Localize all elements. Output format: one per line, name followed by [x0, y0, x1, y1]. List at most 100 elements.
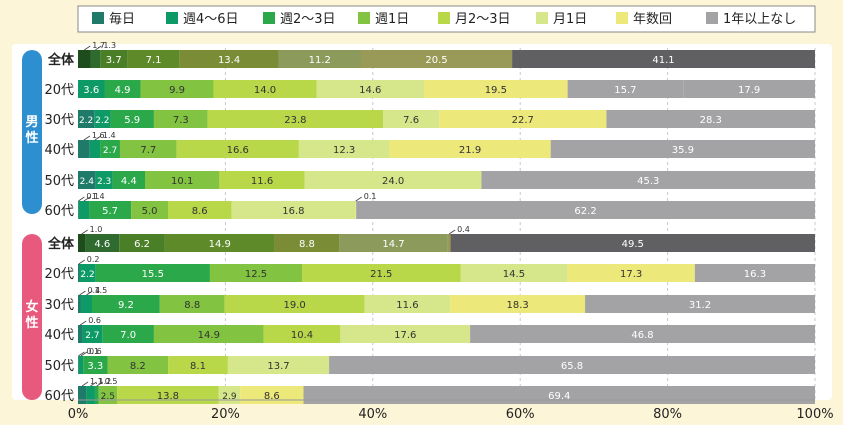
data-label: 1.6 — [92, 131, 105, 140]
row-label: 全体 — [47, 236, 75, 252]
bar-segment — [361, 50, 513, 68]
legend-swatch — [263, 12, 275, 24]
data-label: 0.1 — [364, 192, 377, 201]
data-label: 0.4 — [457, 225, 470, 234]
data-label: 8.6 — [192, 206, 208, 217]
legend-label: 週2～3日 — [280, 12, 336, 27]
data-label: 0.1 — [86, 347, 99, 356]
data-label: 2.2 — [79, 116, 93, 126]
bar-segment — [383, 110, 440, 128]
bar-segment — [85, 234, 120, 252]
bar-segment — [389, 140, 551, 158]
bar-segment — [339, 234, 448, 252]
bar-segment — [104, 80, 141, 98]
row-label: 20代 — [44, 83, 74, 98]
legend-swatch — [706, 12, 718, 24]
bar-segment — [92, 295, 160, 313]
data-label: 20.5 — [425, 55, 447, 66]
bar-segment — [329, 356, 815, 374]
data-label: 2.4 — [80, 177, 95, 187]
group-label: 男 — [25, 115, 38, 130]
data-label: 17.9 — [738, 85, 760, 96]
bar-segment — [567, 264, 695, 282]
data-label: 14.9 — [198, 330, 220, 341]
data-label: 8.1 — [190, 361, 206, 372]
callout-line — [81, 229, 88, 235]
x-tick-label: 60% — [506, 407, 535, 422]
data-label: 0.4 — [87, 286, 100, 295]
data-label: 10.4 — [291, 330, 313, 341]
bar-segment — [95, 171, 113, 189]
bar-segment — [207, 110, 384, 128]
bar-segment — [447, 234, 451, 252]
bar-segment — [470, 325, 815, 343]
group-pill — [22, 234, 42, 400]
row-label: 50代 — [44, 174, 74, 189]
data-label: 18.3 — [506, 300, 528, 311]
bar-segment — [78, 295, 81, 313]
bar-segment — [231, 201, 356, 219]
data-label: 17.6 — [394, 330, 416, 341]
data-label: 5.7 — [102, 206, 118, 217]
bar-segment — [567, 80, 684, 98]
row-label: 30代 — [44, 113, 74, 128]
data-label: 3.6 — [83, 85, 99, 96]
bar-segment — [278, 50, 362, 68]
bar-segment — [94, 110, 111, 128]
bar-segment — [481, 171, 815, 189]
legend-swatch — [536, 12, 548, 24]
bar-segment — [127, 50, 180, 68]
data-label: 14.7 — [382, 239, 404, 250]
data-label: 1.5 — [94, 286, 107, 295]
bar-segment — [694, 264, 815, 282]
data-label: 13.4 — [218, 55, 240, 66]
bar-segment — [219, 171, 305, 189]
callout-line — [90, 381, 97, 387]
data-label: 5.0 — [142, 206, 158, 217]
data-label: 46.8 — [631, 330, 653, 341]
data-label: 21.5 — [370, 269, 392, 280]
data-label: 8.8 — [184, 300, 200, 311]
row-label: 20代 — [44, 267, 74, 282]
bar-segment — [209, 264, 303, 282]
bar-segment — [95, 264, 210, 282]
x-tick-label: 80% — [653, 407, 682, 422]
legend-swatch — [616, 12, 628, 24]
data-label: 4.4 — [121, 176, 137, 187]
data-label: 11.6 — [251, 176, 273, 187]
data-label: 4.9 — [115, 85, 131, 96]
data-label: 1.3 — [103, 41, 116, 50]
legend-label: 週1日 — [375, 12, 409, 27]
data-label: 1.1 — [90, 377, 103, 386]
data-label: 2.2 — [80, 270, 94, 280]
bar-segment — [78, 201, 79, 219]
data-label: 10.1 — [171, 176, 193, 187]
data-label: 11.6 — [396, 300, 418, 311]
bar-segment — [78, 264, 80, 282]
data-label: 8.6 — [264, 391, 280, 402]
bar-segment — [140, 80, 214, 98]
data-label: 7.6 — [403, 115, 419, 126]
callout-line — [96, 381, 104, 387]
bar-segment — [100, 50, 128, 68]
data-label: 65.8 — [561, 361, 583, 372]
bar-segment — [424, 80, 568, 98]
bar-segment — [298, 140, 390, 158]
data-label: 62.2 — [574, 206, 596, 217]
bar-segment — [302, 264, 461, 282]
data-label: 0.6 — [88, 316, 101, 325]
bar-segment — [364, 295, 451, 313]
data-label: 7.7 — [140, 145, 156, 156]
bar-segment — [227, 356, 330, 374]
callout-line — [80, 351, 88, 357]
data-label: 6.2 — [134, 239, 150, 250]
bar-segment — [79, 264, 96, 282]
bar-segment — [213, 80, 317, 98]
bar-segment — [78, 201, 90, 219]
bar-segment — [164, 234, 275, 252]
x-tick-label: 0% — [68, 407, 89, 422]
data-label: 12.5 — [245, 269, 267, 280]
legend-label: 週4～6日 — [183, 12, 239, 27]
data-label: 35.9 — [672, 145, 694, 156]
group-label: 女 — [25, 299, 38, 315]
